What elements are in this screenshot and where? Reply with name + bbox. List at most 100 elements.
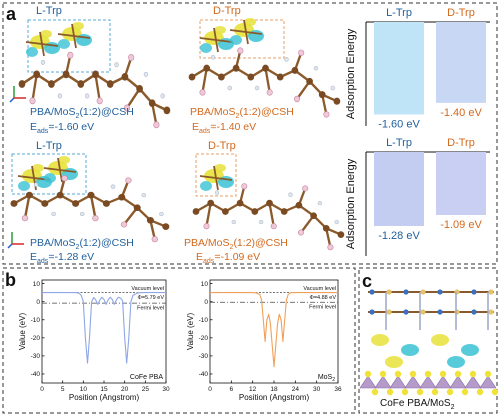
pba-atom (386, 309, 392, 315)
bar-chart-1-bar-1 (436, 22, 486, 103)
model-1-density-2 (57, 21, 93, 50)
model-2-highlight-box (199, 19, 285, 59)
pba-atom (369, 309, 375, 315)
adsorption-bar-chart-2: Adsorption Energy L-Trp -1.28 eV D-Trp -1.09… (345, 137, 490, 256)
sulfur-atom-top (379, 370, 387, 378)
pba-atom (488, 289, 494, 295)
potential-plot-2-vacuum-label: Vacuum level (303, 286, 336, 292)
model-4-energy: Eads=-1.09 eV (196, 251, 260, 265)
panel-c-label-bg (360, 269, 374, 289)
model-4-highlight-box (195, 153, 237, 197)
potential-plot-2-xtick-label-6: 36 (334, 386, 342, 393)
pba-atom (488, 309, 494, 315)
pba-atom (403, 309, 409, 315)
model-l-trp-top: L-Trp PBA/MoS2(1:2)@CSH Eads=-1.60 eV (9, 5, 172, 135)
potential-plot-1-ylabel: Value (eV) (18, 313, 27, 351)
potential-plot-1-xtick-label-0: 0 (40, 386, 44, 393)
potential-plot-2-xlabel: Position (Angstrom) (239, 393, 310, 402)
mos2-unit (359, 375, 377, 389)
model-l-trp-bottom: L-Trp PBA/MoS2(1:2)@CSH Eads=-1.28 eV (7, 140, 171, 265)
mos2-unit (479, 375, 497, 389)
potential-plot-1-ytick-label-0: -40 (31, 371, 41, 378)
model-2-energy: Eads=-1.40 eV (192, 121, 256, 135)
pba-atom (454, 309, 460, 315)
potential-plot-1-ytick-label-1: -30 (31, 353, 41, 360)
bar-chart-2-value-label-0: -1.28 eV (378, 230, 420, 242)
potential-plot-2-xtick-label-4: 24 (292, 386, 300, 393)
model-1-energy: Eads=-1.60 eV (30, 121, 94, 135)
bar-chart-1-value-label-0: -1.60 eV (378, 118, 420, 130)
mos2-unit (464, 375, 482, 389)
pba-atom (437, 289, 443, 295)
potential-plot-2-ytick-label-5: 10 (201, 281, 209, 288)
sulfur-atom-top (424, 370, 432, 378)
potential-plot-1-series-0 (42, 292, 166, 364)
bar-chart-2-bar-0 (374, 152, 424, 226)
potential-plot-2-ytick-label-3: -10 (199, 317, 209, 324)
sulfur-atom-bottom (476, 388, 484, 396)
potential-plot-1-ytick-label-2: -20 (31, 335, 41, 342)
potential-plot-2-material-label: MoS2 (318, 374, 335, 383)
panel-b-label: b (5, 270, 16, 290)
potential-plot-2-xtick-label-3: 18 (270, 386, 278, 393)
sulfur-atom-bottom (401, 388, 409, 396)
model-3-density-2 (43, 155, 79, 184)
potential-plot-2-phi-label: Φ=4.88 eV (309, 295, 336, 301)
model-3-axes (7, 232, 24, 249)
panel-a-frame (2, 2, 498, 265)
potential-plot-1-ytick-label-3: -10 (31, 317, 41, 324)
potential-plot-2-series-0 (210, 292, 338, 368)
sulfur-atom-bottom (431, 388, 439, 396)
panel-c-label: c (362, 271, 372, 291)
model-4-caption: PBA/MoS2(1:2)@CSH (184, 237, 288, 251)
bar-chart-2-category-0: L-Trp (386, 137, 412, 149)
model-2-caption: PBA/MoS2(1:2)@CSH (190, 106, 294, 120)
bar-chart-2-value-label-1: -1.09 eV (440, 219, 482, 231)
bar-chart-1-ylabel: Adsorption Energy (345, 28, 357, 119)
potential-plot-2-ytick-label-2: -20 (199, 335, 209, 342)
sulfur-atom-top (454, 370, 462, 378)
potential-plot-mos2: 0 6 12 18 24 30 36 -40 -30 -20 -10 0 10 Value (eV) Pos… (186, 279, 342, 402)
pba-atom (437, 309, 443, 315)
potential-plot-2-xtick-label-2: 12 (249, 386, 257, 393)
sulfur-atom-bottom (371, 388, 379, 396)
panel-a-label-bg (4, 4, 20, 22)
density-blob-3 (461, 344, 479, 356)
potential-plot-2-ytick-label-4: 0 (204, 299, 208, 306)
panel-b-label-bg (4, 269, 18, 289)
pba-atom (420, 309, 426, 315)
sulfur-atom-top (469, 370, 477, 378)
density-blob-2 (431, 334, 449, 346)
pba-atom (386, 289, 392, 295)
model-4-density (199, 163, 235, 192)
sulfur-atom-top (439, 370, 447, 378)
model-2-title: D-Trp (213, 5, 241, 17)
bar-chart-1-value-label-1: -1.40 eV (440, 107, 482, 119)
sulfur-atom-bottom (416, 388, 424, 396)
pba-atom (471, 289, 477, 295)
sulfur-atom-bottom (491, 388, 499, 396)
bar-chart-1-category-0: L-Trp (386, 7, 412, 19)
bar-chart-2-category-1: D-Trp (447, 137, 475, 149)
potential-plot-1-vacuum-label: Vacuum level (131, 286, 164, 292)
density-blob-5 (447, 356, 465, 368)
model-d-trp-top: D-Trp PBA/MoS2(1:2)@CSH Eads=-1.40 eV (187, 5, 342, 135)
potential-plot-2-ylabel: Value (eV) (186, 313, 195, 351)
model-1-axes (9, 86, 26, 103)
potential-plot-1-xtick-label-1: 5 (61, 386, 65, 393)
model-1-density (25, 29, 61, 58)
model-1-highlight-box (27, 19, 111, 73)
mos2-unit (374, 375, 392, 389)
bar-chart-1-category-1: D-Trp (447, 7, 475, 19)
potential-plot-1-xtick-label-5: 25 (142, 386, 150, 393)
potential-plot-1-phi-label: Φ=5.79 eV (137, 295, 164, 301)
pba-atom (471, 309, 477, 315)
model-2-density (199, 25, 235, 54)
sulfur-atom-bottom (386, 388, 394, 396)
potential-plot-2-xtick-label-1: 6 (230, 386, 234, 393)
model-3-highlight-box (11, 153, 87, 195)
panel-a-label: a (6, 4, 17, 24)
panel-c-frame (358, 267, 498, 414)
sulfur-atom-bottom (446, 388, 454, 396)
